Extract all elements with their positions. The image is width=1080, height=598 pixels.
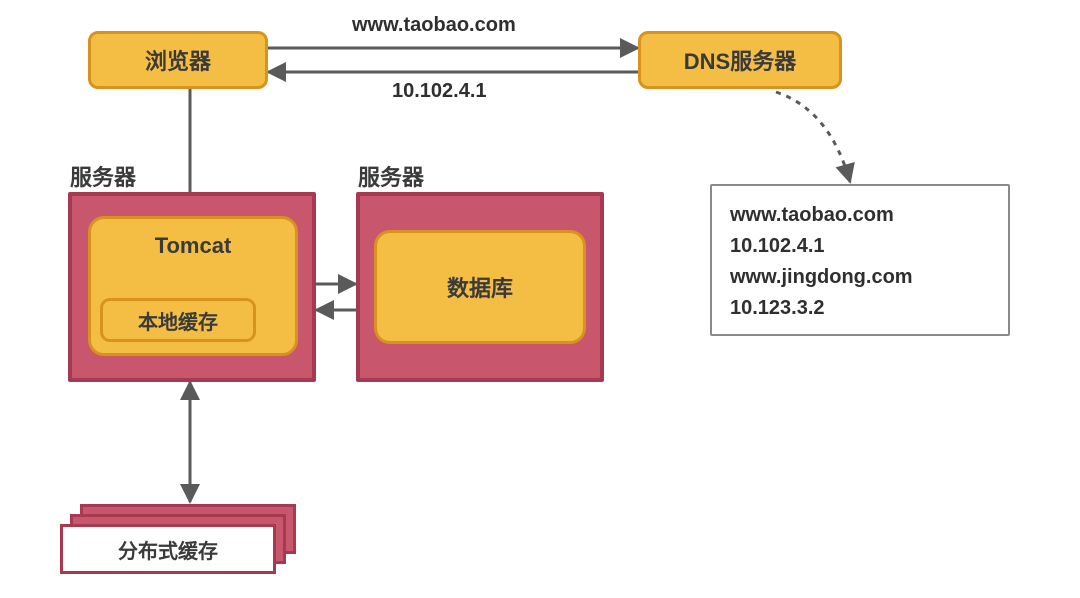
node-database: 数据库 [374,230,586,344]
node-browser-label: 浏览器 [145,44,211,76]
node-local-cache-label: 本地缓存 [138,306,218,335]
dns-record-line: www.taobao.com [730,200,990,231]
dns-records-box: www.taobao.com 10.102.4.1 www.jingdong.c… [710,184,1010,336]
node-local-cache: 本地缓存 [100,298,256,342]
node-dist-cache: 分布式缓存 [60,524,276,574]
dns-record-line: 10.123.3.2 [730,293,990,324]
edge-label-response: 10.102.4.1 [392,80,487,103]
node-browser: 浏览器 [88,31,268,89]
dns-record-line: www.jingdong.com [730,262,990,293]
edge-label-request: www.taobao.com [352,14,516,37]
edge-dns-to-records [776,92,850,182]
server-box-1-title: 服务器 [70,160,136,192]
node-database-label: 数据库 [447,271,513,303]
node-dns-server-label: DNS服务器 [684,44,796,76]
node-dist-cache-label: 分布式缓存 [118,535,218,564]
server-box-2-title: 服务器 [358,160,424,192]
dns-record-line: 10.102.4.1 [730,231,990,262]
node-tomcat-label: Tomcat [155,233,232,259]
node-dns-server: DNS服务器 [638,31,842,89]
